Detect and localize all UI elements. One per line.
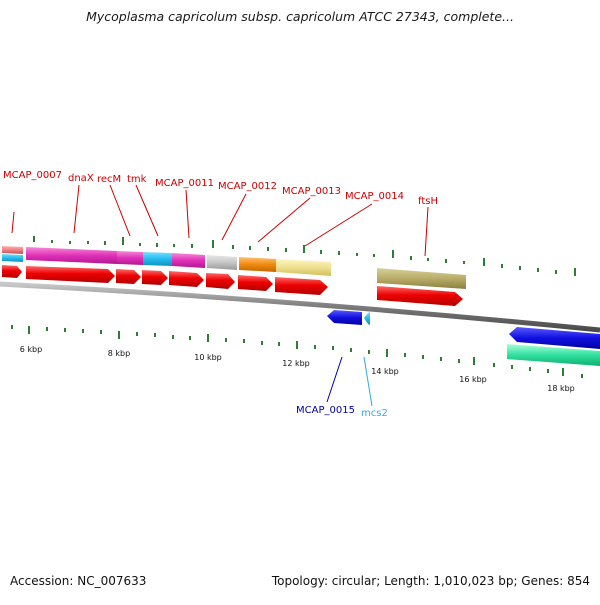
gene-label-tmk[interactable]: tmk xyxy=(127,174,147,185)
genome-backbone xyxy=(0,281,600,333)
feature-block[interactable] xyxy=(377,268,466,289)
cds-arrow[interactable] xyxy=(275,277,328,295)
label-leaders xyxy=(11,184,429,407)
cds-arrow[interactable] xyxy=(364,312,370,325)
scale-label: 10 kbp xyxy=(194,353,222,362)
cds-arrow[interactable] xyxy=(509,327,600,349)
feature-block[interactable] xyxy=(172,253,205,268)
gene-label-mcap-0014[interactable]: MCAP_0014 xyxy=(345,191,404,202)
forward-cds-row xyxy=(2,265,463,306)
gene-labels: MCAP_0007 dnaX recM tmk MCAP_0011 MCAP_0… xyxy=(3,170,438,419)
gene-label-mcap-0015[interactable]: MCAP_0015 xyxy=(296,405,355,416)
cds-arrow[interactable] xyxy=(206,273,235,289)
feature-block[interactable] xyxy=(207,255,237,270)
cds-arrow[interactable] xyxy=(327,310,362,325)
scale-label: 14 kbp xyxy=(371,367,399,376)
feature-block[interactable] xyxy=(2,246,23,254)
gene-label-mcap-0012[interactable]: MCAP_0012 xyxy=(218,181,277,192)
feature-block[interactable] xyxy=(2,254,23,262)
accession-text: Accession: NC_007633 xyxy=(10,574,147,588)
feature-block[interactable] xyxy=(143,252,172,266)
cds-arrow[interactable] xyxy=(116,269,141,284)
feature-block[interactable] xyxy=(276,259,331,276)
cds-arrow[interactable] xyxy=(238,275,273,291)
feature-block[interactable] xyxy=(26,247,117,264)
cds-arrow[interactable] xyxy=(26,266,115,283)
cds-arrow[interactable] xyxy=(169,271,204,287)
gene-label-dnax[interactable]: dnaX xyxy=(68,173,94,184)
reverse-cds-row xyxy=(327,310,600,366)
scale-labels: 6 kbp 8 kbp 10 kbp 12 kbp 14 kbp 16 kbp … xyxy=(20,345,575,393)
feature-block[interactable] xyxy=(117,251,143,265)
cds-arrow[interactable] xyxy=(377,286,463,306)
scale-label: 18 kbp xyxy=(547,384,575,393)
lower-tick-row xyxy=(11,325,583,378)
gene-label-mcap-0011[interactable]: MCAP_0011 xyxy=(155,178,214,189)
cds-arrow[interactable] xyxy=(142,270,168,285)
gene-label-mcs2[interactable]: mcs2 xyxy=(361,408,388,419)
scale-label: 6 kbp xyxy=(20,345,42,354)
upper-tick-row xyxy=(33,236,576,276)
feature-block[interactable] xyxy=(507,344,600,366)
gene-label-mcap-0013[interactable]: MCAP_0013 xyxy=(282,186,341,197)
map-title: Mycoplasma capricolum subsp. capricolum … xyxy=(86,9,514,24)
feature-block[interactable] xyxy=(239,257,276,272)
scale-label: 12 kbp xyxy=(282,359,310,368)
genome-summary-text: Topology: circular; Length: 1,010,023 bp… xyxy=(271,574,590,588)
cog-feature-row xyxy=(2,246,466,289)
scale-label: 8 kbp xyxy=(108,349,130,358)
scale-label: 16 kbp xyxy=(459,375,487,384)
gene-label-recm[interactable]: recM xyxy=(97,174,121,185)
gene-label-mcap-0007[interactable]: MCAP_0007 xyxy=(3,170,62,181)
cds-arrow[interactable] xyxy=(2,265,22,278)
gene-label-ftsh[interactable]: ftsH xyxy=(418,196,438,207)
